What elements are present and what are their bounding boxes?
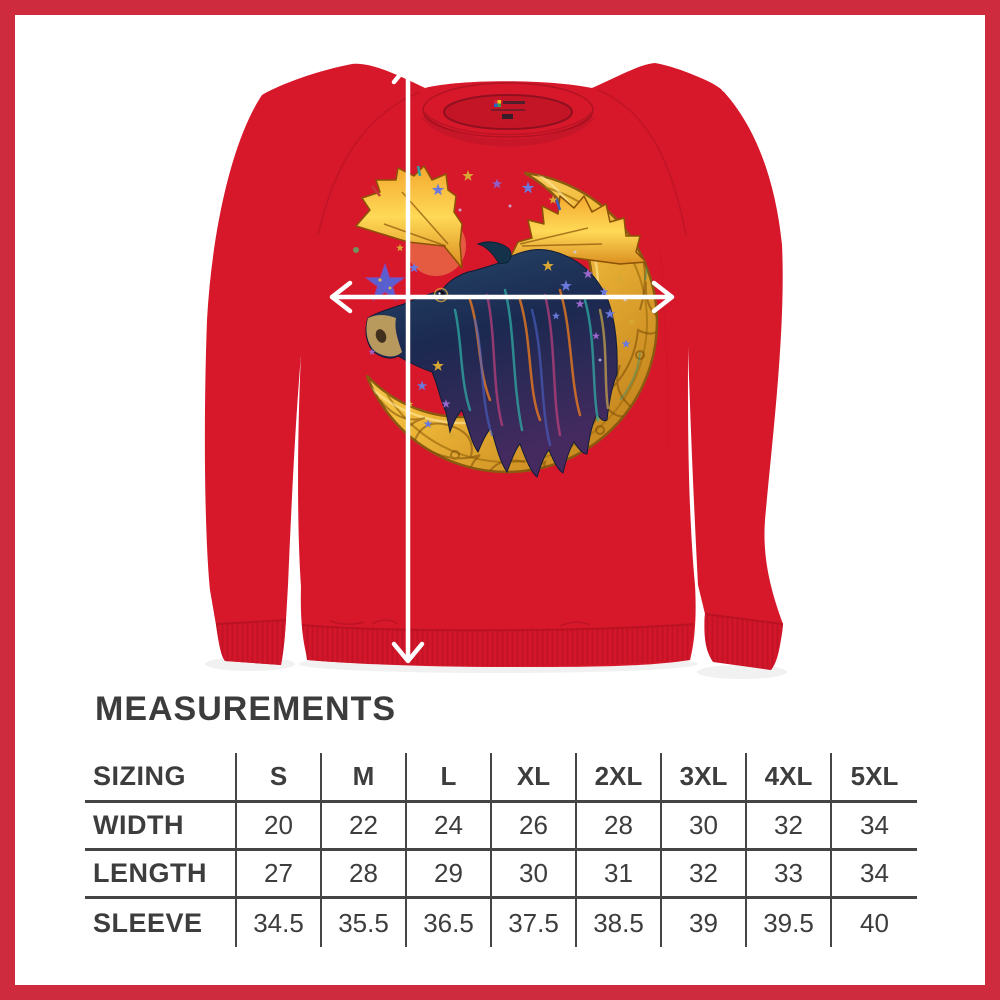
moose-icon xyxy=(365,241,618,478)
table-cell: 30 xyxy=(662,803,747,851)
page-title: MEASUREMENTS xyxy=(95,690,397,728)
waistband xyxy=(301,619,694,666)
table-cell: 32 xyxy=(747,803,832,851)
product-photo xyxy=(204,62,787,679)
right-cuff xyxy=(704,613,784,670)
table-cell: 33 xyxy=(747,851,832,899)
table-cell: 34.5 xyxy=(237,899,322,947)
row-label-width: WIDTH xyxy=(85,803,237,851)
column-header-s: S xyxy=(237,753,322,803)
left-cuff xyxy=(215,619,287,665)
fur-streaks xyxy=(453,288,610,447)
table-cell: 40 xyxy=(860,907,889,938)
row-label-length: LENGTH xyxy=(85,851,237,899)
column-header-4xl: 4XL xyxy=(747,753,832,803)
collar xyxy=(421,82,595,147)
column-header-l: L xyxy=(407,753,492,803)
left-sleeve xyxy=(204,63,425,665)
table-cell: 24 xyxy=(407,803,492,851)
table-cell: 36.5 xyxy=(407,899,492,947)
width-arrow xyxy=(329,280,675,314)
table-cell: 35.5 xyxy=(322,899,407,947)
table-cell: 28 xyxy=(322,851,407,899)
table-cell: 29 xyxy=(407,851,492,899)
seams xyxy=(317,89,687,451)
column-header-2xl: 2XL xyxy=(577,753,662,803)
size-chart-table: SIZING S M L XL 2XL 3XL 4XL 5XL WIDTH 20… xyxy=(85,753,917,947)
table-cell: 34 xyxy=(832,803,917,851)
table-cell: 31 xyxy=(577,851,662,899)
column-header-sizing: SIZING xyxy=(85,753,237,803)
column-header-5xl: 5XL xyxy=(832,753,917,803)
right-sleeve xyxy=(592,63,783,670)
column-header-3xl: 3XL xyxy=(662,753,747,803)
table-cell: 20 xyxy=(237,803,322,851)
measurement-arrows xyxy=(329,62,675,664)
table-cell: 27 xyxy=(237,851,322,899)
table-cell: 37.5 xyxy=(492,899,577,947)
table-cell: 22 xyxy=(322,803,407,851)
table-cell: 30 xyxy=(492,851,577,899)
table-cell: 39.5 xyxy=(747,899,832,947)
table-cell: 39 xyxy=(662,899,747,947)
table-cell: 28 xyxy=(577,803,662,851)
column-header-m: M xyxy=(322,753,407,803)
column-header-xl: XL xyxy=(492,753,577,803)
neck-tag xyxy=(491,100,525,119)
table-cell: 34 xyxy=(832,851,917,899)
row-label-sleeve: SLEEVE xyxy=(85,899,237,947)
table-cell: 26 xyxy=(492,803,577,851)
table-cell: 38.5 xyxy=(577,899,662,947)
length-arrow xyxy=(391,62,425,664)
table-cell: 32 xyxy=(662,851,747,899)
